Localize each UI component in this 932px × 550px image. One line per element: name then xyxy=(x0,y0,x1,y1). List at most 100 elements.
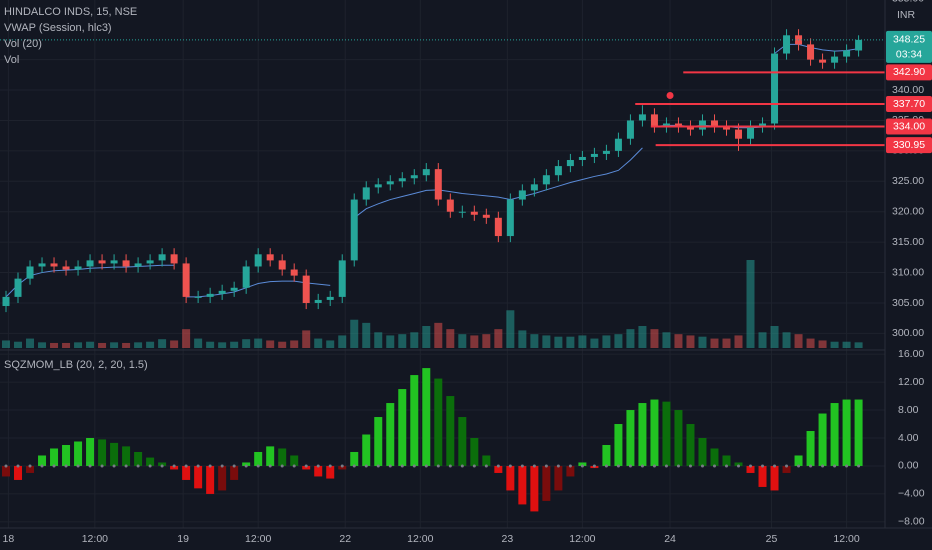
candle-body xyxy=(710,120,718,127)
candle-body xyxy=(602,150,610,154)
x-tick-label: 12:00 xyxy=(833,533,859,545)
level-tag xyxy=(886,118,932,135)
squeeze-dot xyxy=(40,464,44,468)
squeeze-dot xyxy=(124,464,128,468)
volume-bar xyxy=(530,334,539,348)
y-tick-label: 340.00 xyxy=(892,84,924,96)
candle-body xyxy=(26,266,34,279)
candle-body xyxy=(14,278,22,297)
volume-bar xyxy=(14,341,23,348)
volume-bar xyxy=(134,342,143,348)
volume-bar xyxy=(38,342,47,348)
y-tick-label: 355.00 xyxy=(892,0,924,5)
squeeze-dot xyxy=(244,464,248,468)
momentum-bar xyxy=(338,465,347,470)
candle-body xyxy=(374,184,382,188)
volume-bar xyxy=(218,342,227,348)
squeeze-dot xyxy=(556,464,560,468)
volume-bar xyxy=(746,260,755,348)
volume-bar xyxy=(326,340,335,348)
volume-bar xyxy=(314,338,323,348)
squeeze-dot xyxy=(676,464,680,468)
volume-bar xyxy=(842,341,851,348)
volume-bar xyxy=(86,341,95,348)
squeeze-dot xyxy=(400,464,404,468)
candle-body xyxy=(819,59,827,63)
volume-bar xyxy=(566,336,575,348)
squeeze-dot xyxy=(508,464,512,468)
squeeze-dot xyxy=(160,464,164,468)
candle-body xyxy=(554,166,562,176)
candle-body xyxy=(590,153,598,157)
momentum-bar xyxy=(578,462,587,466)
level-tag xyxy=(886,64,932,81)
momentum-bar xyxy=(734,462,743,466)
volume-bar xyxy=(242,339,251,348)
squeeze-dot xyxy=(785,464,789,468)
x-tick-label: 12:00 xyxy=(569,533,595,545)
candle-body xyxy=(110,260,118,264)
momentum-bar xyxy=(122,446,131,466)
squeeze-dot xyxy=(304,464,308,468)
momentum-bar xyxy=(206,465,215,494)
candle-body xyxy=(74,266,82,270)
candle-body xyxy=(446,199,454,212)
candle-body xyxy=(50,263,58,267)
squeeze-dot xyxy=(364,464,368,468)
squeeze-dot xyxy=(376,464,380,468)
volume-bar xyxy=(182,329,191,348)
x-tick-label: 18 xyxy=(3,533,15,545)
volume-bar xyxy=(410,332,419,348)
candle-body xyxy=(362,187,370,200)
momentum-bar xyxy=(182,465,191,480)
volume-bar xyxy=(458,334,467,348)
squeeze-dot xyxy=(592,464,596,468)
momentum-bar xyxy=(290,455,299,466)
momentum-bar xyxy=(158,462,167,466)
candle-body xyxy=(218,290,226,294)
y-tick-label: 300.00 xyxy=(892,327,924,339)
x-tick-label: 12:00 xyxy=(82,533,108,545)
volume-bar xyxy=(590,338,599,348)
candle-body xyxy=(578,156,586,161)
symbol-title: HINDALCO INDS, 15, NSE xyxy=(4,6,137,18)
volume-bar xyxy=(854,342,863,348)
momentum-bar xyxy=(26,465,35,473)
candle-body xyxy=(807,44,815,60)
squeeze-dot xyxy=(580,464,584,468)
squeeze-dot xyxy=(256,464,260,468)
squeeze-dot xyxy=(112,464,116,468)
candle-body xyxy=(831,56,839,63)
squeeze-dot xyxy=(761,464,765,468)
last-price-tag xyxy=(886,30,932,63)
squeeze-dot xyxy=(184,464,188,468)
volume-bar xyxy=(806,338,815,348)
momentum-bar xyxy=(530,465,539,512)
volume-bar xyxy=(422,326,431,348)
volume-bar xyxy=(710,338,719,348)
candle-body xyxy=(626,120,634,139)
squeeze-dot xyxy=(412,464,416,468)
momentum-bar xyxy=(782,465,791,473)
candle-body xyxy=(771,53,779,124)
squeeze-dot xyxy=(496,464,500,468)
momentum-bar xyxy=(410,375,419,466)
momentum-bar xyxy=(434,378,443,466)
candle-body xyxy=(698,120,706,130)
indicator-title: SQZMOM_LB (20, 2, 20, 1.5) xyxy=(4,359,148,371)
momentum-bar xyxy=(98,439,107,466)
candle-body xyxy=(302,275,310,303)
volume-bar xyxy=(698,336,707,348)
level-tag xyxy=(886,96,932,113)
volume-bar xyxy=(50,342,59,348)
candle-body xyxy=(2,296,10,307)
squeeze-dot xyxy=(388,464,392,468)
countdown-label: 03:34 xyxy=(896,49,922,61)
y-tick-label: 8.00 xyxy=(898,404,919,416)
candle-body xyxy=(62,266,70,270)
candle-body xyxy=(242,266,250,288)
momentum-bar xyxy=(14,465,23,480)
squeeze-dot xyxy=(544,464,548,468)
candle-body xyxy=(338,260,346,297)
